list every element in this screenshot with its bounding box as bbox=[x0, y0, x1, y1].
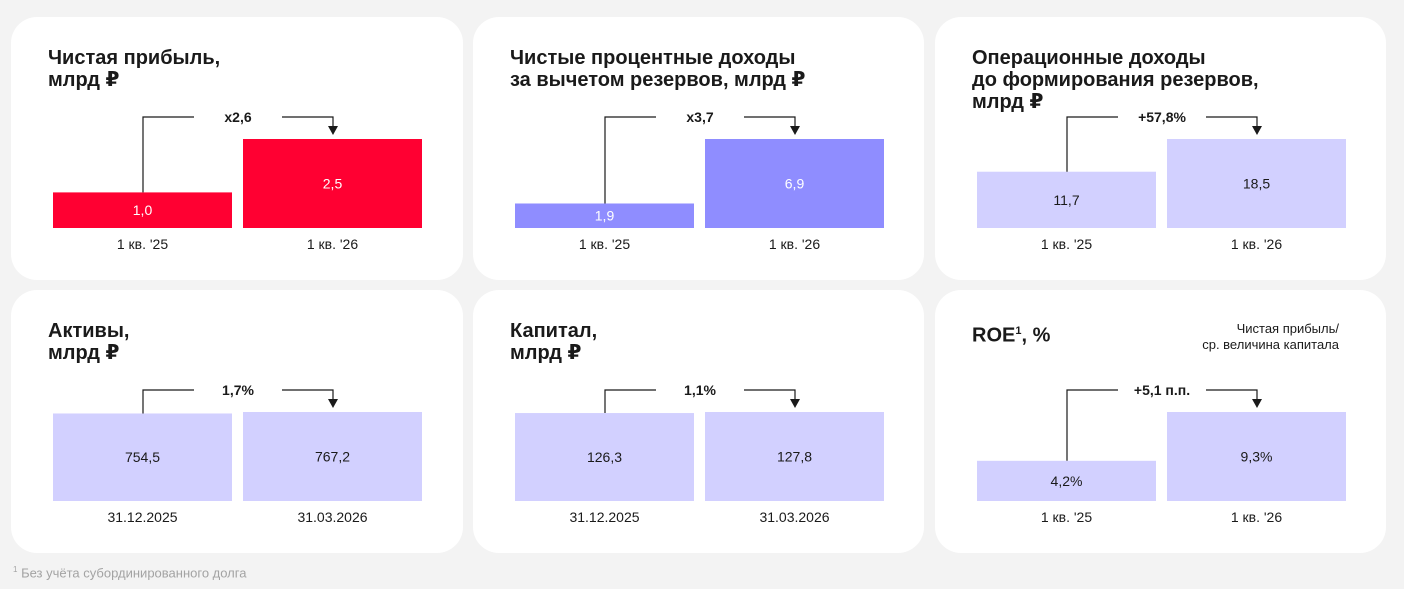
arrow-down-icon bbox=[790, 399, 800, 408]
connector-line-right bbox=[282, 389, 334, 400]
category-label: 31.12.2025 bbox=[107, 509, 177, 525]
capital-chart: 126,3 31.12.2025 127,8 31.03.2026 1,1% bbox=[515, 382, 884, 525]
footnote: 1 Без учёта субординированного долга bbox=[13, 565, 246, 580]
arrow-down-icon bbox=[790, 126, 800, 135]
change-label: 1,7% bbox=[222, 382, 254, 398]
bar-value-label: 18,5 bbox=[1243, 176, 1270, 192]
assets-chart: 754,5 31.12.2025 767,2 31.03.2026 1,7% bbox=[53, 382, 422, 525]
net-interest-income-chart: 1,9 1 кв. '25 6,9 1 кв. '26 x3,7 bbox=[515, 109, 884, 252]
bar-value-label: 1,0 bbox=[133, 202, 153, 218]
net-profit-chart: 1,0 1 кв. '25 2,5 1 кв. '26 x2,6 bbox=[53, 109, 422, 252]
change-label: +5,1 п.п. bbox=[1134, 382, 1190, 398]
category-label: 1 кв. '26 bbox=[1231, 509, 1282, 525]
change-label: +57,8% bbox=[1138, 109, 1186, 125]
bar bbox=[705, 139, 884, 228]
connector-line-left bbox=[604, 116, 656, 204]
assets-card: Активы, млрд ₽ 754,5 31.12.2025 767,2 31.03… bbox=[11, 290, 463, 553]
connector-line-right bbox=[1206, 116, 1258, 127]
operating-income-card: Операционные доходы до формирования резе… bbox=[935, 17, 1386, 280]
bar bbox=[515, 413, 694, 501]
footnote-marker: 1 bbox=[1015, 325, 1022, 337]
bar-value-label: 754,5 bbox=[125, 449, 160, 465]
connector-line-left bbox=[142, 389, 194, 414]
connector-line-left bbox=[142, 116, 194, 193]
chart-title: ROE1, % bbox=[972, 320, 1050, 347]
bar bbox=[53, 192, 232, 228]
footnote-marker: 1 bbox=[13, 565, 18, 574]
bar bbox=[243, 412, 422, 501]
connector-line-right bbox=[1206, 389, 1258, 400]
net-interest-income-card: Чистые процентные доходы за вычетом резе… bbox=[473, 17, 924, 280]
bar-value-label: 767,2 bbox=[315, 449, 350, 465]
arrow-down-icon bbox=[1252, 126, 1262, 135]
bar-value-label: 4,2% bbox=[1051, 473, 1083, 489]
bar-value-label: 6,9 bbox=[785, 176, 805, 192]
category-label: 1 кв. '25 bbox=[117, 236, 168, 252]
bar bbox=[1167, 139, 1346, 228]
connector-line-right bbox=[744, 116, 796, 127]
footnote-text: Без учёта субординированного долга bbox=[21, 565, 247, 581]
roe-title-suffix: , % bbox=[1021, 324, 1051, 347]
connector-line-right bbox=[282, 116, 334, 127]
bar bbox=[977, 171, 1156, 228]
change-label: x3,7 bbox=[686, 109, 713, 125]
chart-title: Операционные доходы до формирования резе… bbox=[972, 47, 1259, 113]
connector-line-left bbox=[1066, 389, 1118, 461]
capital-card: Капитал, млрд ₽ 126,3 31.12.2025 127,8 31.0… bbox=[473, 290, 924, 553]
bar bbox=[1167, 412, 1346, 501]
roe-note: Чистая прибыль/ ср. величина капитала bbox=[1202, 321, 1339, 352]
roe-chart: 4,2% 1 кв. '25 9,3% 1 кв. '26 +5,1 п.п. bbox=[977, 382, 1346, 525]
category-label: 1 кв. '26 bbox=[769, 236, 820, 252]
category-label: 31.03.2026 bbox=[297, 509, 367, 525]
operating-income-chart: 11,7 1 кв. '25 18,5 1 кв. '26 +57,8% bbox=[977, 109, 1346, 252]
connector-line-right bbox=[744, 389, 796, 400]
category-label: 1 кв. '26 bbox=[307, 236, 358, 252]
bar bbox=[705, 412, 884, 501]
category-label: 1 кв. '25 bbox=[1041, 509, 1092, 525]
roe-card: ROE1, % Чистая прибыль/ ср. величина кап… bbox=[935, 290, 1386, 553]
connector-line-left bbox=[604, 389, 656, 414]
bar-value-label: 1,9 bbox=[595, 208, 615, 224]
chart-title: Капитал, млрд ₽ bbox=[510, 320, 598, 364]
bar bbox=[515, 203, 694, 228]
category-label: 31.12.2025 bbox=[569, 509, 639, 525]
change-label: x2,6 bbox=[224, 109, 251, 125]
arrow-down-icon bbox=[328, 126, 338, 135]
connector-line-left bbox=[1066, 116, 1118, 172]
bar-value-label: 2,5 bbox=[323, 176, 343, 192]
chart-title: Чистая прибыль, млрд ₽ bbox=[48, 47, 221, 91]
arrow-down-icon bbox=[1252, 399, 1262, 408]
chart-title: Чистые процентные доходы за вычетом резе… bbox=[510, 47, 806, 91]
bar-value-label: 126,3 bbox=[587, 449, 622, 465]
bar-value-label: 127,8 bbox=[777, 449, 812, 465]
chart-title: Активы, млрд ₽ bbox=[48, 320, 130, 364]
category-label: 1 кв. '25 bbox=[1041, 236, 1092, 252]
roe-title-text: ROE bbox=[972, 324, 1016, 347]
change-label: 1,1% bbox=[684, 382, 716, 398]
bar bbox=[977, 460, 1156, 501]
bar bbox=[243, 139, 422, 228]
bar-value-label: 11,7 bbox=[1053, 192, 1079, 208]
bar bbox=[53, 413, 232, 501]
arrow-down-icon bbox=[328, 399, 338, 408]
net-profit-card: Чистая прибыль, млрд ₽ 1,0 1 кв. '25 2,5 1 … bbox=[11, 17, 463, 280]
category-label: 31.03.2026 bbox=[759, 509, 829, 525]
category-label: 1 кв. '25 bbox=[579, 236, 630, 252]
bar-value-label: 9,3% bbox=[1241, 449, 1273, 465]
category-label: 1 кв. '26 bbox=[1231, 236, 1282, 252]
